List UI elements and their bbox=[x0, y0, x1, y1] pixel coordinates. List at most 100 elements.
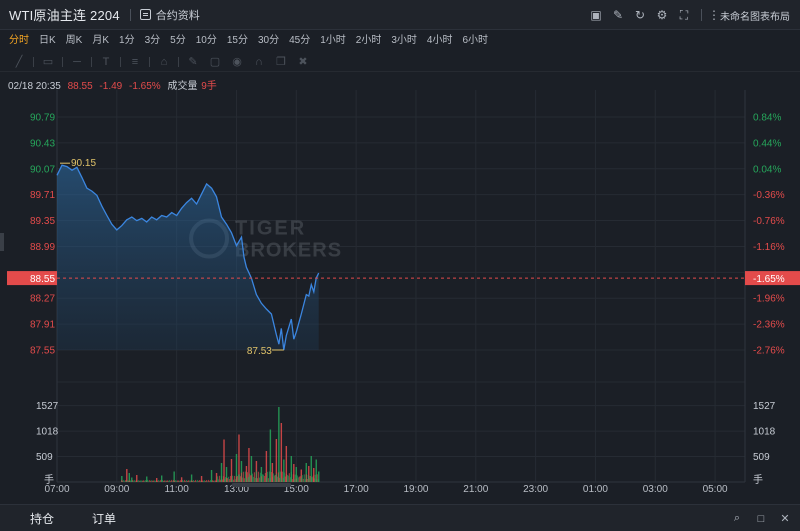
volume-bar bbox=[181, 481, 183, 482]
volume-bar bbox=[202, 480, 205, 482]
bottom-panel: 持仓 订单 ⌕ □ ✕ bbox=[0, 504, 800, 531]
volume-bar bbox=[198, 480, 201, 482]
volume-bar bbox=[295, 467, 298, 482]
timeframe-tab[interactable]: 4小时 bbox=[426, 35, 453, 46]
timeframe-tab[interactable]: 10分 bbox=[195, 35, 217, 46]
current-pct-tag bbox=[745, 271, 800, 286]
timeframe-tab[interactable]: 1小时 bbox=[320, 35, 346, 46]
magnet-icon[interactable]: ∩ bbox=[255, 55, 263, 68]
volume-bar bbox=[125, 480, 127, 482]
timeframe-tab[interactable]: 3分 bbox=[144, 35, 161, 46]
volume-bar bbox=[190, 480, 192, 482]
volume-bar bbox=[252, 476, 255, 482]
gear-icon[interactable]: ⚙ bbox=[656, 8, 668, 22]
timeframe-tab[interactable]: 1分 bbox=[119, 35, 135, 46]
volume-bar bbox=[136, 479, 138, 482]
timeframe-tab[interactable]: 5分 bbox=[170, 35, 186, 46]
volume-bar bbox=[288, 473, 290, 482]
volume-bar bbox=[290, 456, 293, 482]
fibonacci-tool-icon[interactable]: ≡ bbox=[131, 55, 139, 68]
timeframe-tab[interactable]: 分时 bbox=[9, 35, 29, 46]
screen-icon[interactable]: ▣ bbox=[590, 8, 602, 22]
tab-orders[interactable]: 订单 bbox=[92, 511, 117, 526]
info-datetime: 02/18 20:35 bbox=[8, 81, 61, 92]
pencil-icon[interactable]: ✎ bbox=[188, 56, 198, 68]
volume-bar bbox=[157, 481, 159, 482]
time-tick-label: 05:00 bbox=[703, 484, 728, 495]
drawbar-divider bbox=[120, 56, 121, 67]
volume-bar bbox=[240, 461, 243, 482]
contract-info-button[interactable]: 合约资料 bbox=[139, 7, 200, 23]
chart-scrollbar[interactable] bbox=[231, 483, 292, 487]
volume-bar bbox=[139, 480, 141, 482]
horizontal-line-tool-icon[interactable]: ─ bbox=[73, 55, 81, 68]
volume-bar bbox=[315, 459, 317, 482]
price-tick-label: 89.71 bbox=[30, 190, 55, 201]
measure-tool-icon[interactable]: ⌂ bbox=[160, 55, 168, 68]
rectangle-tool-icon[interactable]: ▭ bbox=[42, 56, 54, 68]
volume-bar bbox=[296, 475, 298, 482]
lock-icon[interactable]: ▢ bbox=[209, 56, 221, 68]
layout-selector[interactable]: 未命名图表布局 bbox=[720, 11, 790, 23]
volume-bar bbox=[221, 479, 224, 482]
timeframe-tab[interactable]: 周K bbox=[65, 35, 83, 46]
edit-icon[interactable]: ✎ bbox=[612, 8, 624, 22]
timeframe-tab[interactable]: 6小时 bbox=[462, 35, 489, 46]
volume-bar bbox=[223, 478, 226, 482]
volume-bar bbox=[214, 480, 217, 482]
timeframe-tab[interactable]: 月K bbox=[92, 35, 110, 46]
close-icon[interactable]: ✕ bbox=[780, 513, 790, 525]
volume-bar bbox=[268, 471, 270, 482]
volume-bar bbox=[182, 479, 184, 482]
watermark-line2: BROKERS bbox=[235, 240, 342, 262]
tab-positions[interactable]: 持仓 bbox=[30, 511, 55, 526]
search-icon[interactable]: ⌕ bbox=[733, 512, 741, 524]
volume-bar bbox=[210, 470, 213, 482]
volume-bar bbox=[228, 479, 231, 482]
volume-bar bbox=[308, 466, 310, 482]
window-icon[interactable]: □ bbox=[757, 512, 765, 525]
volume-tick-label: 1527 bbox=[36, 401, 59, 412]
volume-bar bbox=[313, 468, 315, 482]
current-pct-tag-label: -1.65% bbox=[753, 274, 785, 285]
volume-bar bbox=[225, 477, 228, 482]
trendline-tool-icon[interactable]: ╱ bbox=[15, 56, 23, 68]
volume-bar bbox=[261, 474, 264, 482]
volume-bar bbox=[311, 477, 313, 482]
volume-bar bbox=[308, 478, 310, 482]
volume-bar bbox=[317, 479, 319, 482]
volume-bar bbox=[213, 480, 216, 482]
trash-icon[interactable]: ✖ bbox=[298, 56, 308, 68]
time-tick-label: 13:00 bbox=[224, 484, 249, 495]
volume-bar bbox=[164, 480, 166, 482]
volume-bar bbox=[129, 480, 131, 482]
volume-bar bbox=[171, 479, 173, 482]
more-icon[interactable]: ⋮ bbox=[708, 8, 720, 22]
timeframe-tab[interactable]: 日K bbox=[39, 35, 56, 46]
timeframe-tab[interactable]: 3小时 bbox=[391, 35, 417, 46]
volume-bar bbox=[148, 481, 150, 482]
price-tick-label: 87.55 bbox=[30, 346, 55, 357]
volume-bar bbox=[123, 479, 125, 482]
document-icon bbox=[139, 9, 151, 20]
timeframe-tab[interactable]: 15分 bbox=[226, 35, 248, 46]
left-panel-toggle[interactable] bbox=[0, 233, 4, 251]
toolbar-right: ▣ ✎ ↻ ⚙ ⛶ ⋮ 未命名图表布局 bbox=[585, 0, 800, 30]
volume-bar bbox=[201, 480, 204, 482]
text-tool-icon[interactable]: T bbox=[102, 55, 110, 68]
volume-bar bbox=[260, 467, 263, 482]
timeframe-tab[interactable]: 45分 bbox=[289, 35, 311, 46]
volume-bar bbox=[286, 474, 288, 482]
copy-icon[interactable]: ❐ bbox=[276, 56, 286, 68]
volume-bar bbox=[161, 481, 163, 482]
volume-bar bbox=[128, 480, 130, 482]
refresh-icon[interactable]: ↻ bbox=[634, 8, 646, 22]
timeframe-tab[interactable]: 30分 bbox=[257, 35, 280, 46]
fullscreen-icon[interactable]: ⛶ bbox=[679, 7, 689, 22]
eye-icon[interactable]: ◉ bbox=[232, 56, 242, 68]
timeframe-tab[interactable]: 2小时 bbox=[355, 35, 382, 46]
volume-bar bbox=[174, 481, 176, 482]
volume-bar bbox=[131, 480, 133, 482]
volume-bar bbox=[267, 478, 269, 482]
